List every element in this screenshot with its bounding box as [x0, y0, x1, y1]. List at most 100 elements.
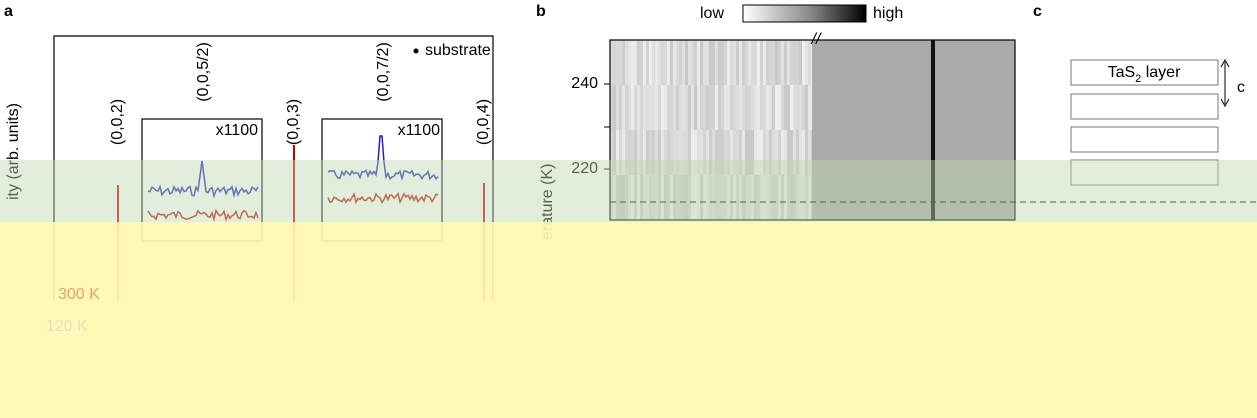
heatmap-cell: [727, 175, 730, 220]
heatmap-cell: [757, 85, 760, 130]
heatmap-cell: [619, 85, 622, 130]
heatmap-cell: [745, 130, 748, 175]
heatmap-cell: [682, 40, 685, 85]
heatmap-cell: [778, 40, 781, 85]
heatmap-cell: [643, 175, 646, 220]
heatmap-cell: [769, 85, 772, 130]
heatmap-cell: [778, 175, 781, 220]
panel-frame: [53, 35, 494, 300]
heatmap-cell: [640, 130, 643, 175]
heatmap-cell: [637, 85, 640, 130]
heatmap-cell: [637, 130, 640, 175]
heatmap-cell: [688, 130, 691, 175]
peak-label: (0,0,2): [109, 99, 126, 145]
heatmap-cell: [802, 40, 805, 85]
heatmap-cell: [724, 40, 727, 85]
heatmap-cell: [658, 40, 661, 85]
heatmap-cell: [799, 85, 802, 130]
heatmap-cell: [784, 85, 787, 130]
heatmap-cell: [664, 175, 667, 220]
heatmap-cell: [775, 175, 778, 220]
heatmap-cell: [646, 175, 649, 220]
heatmap-cell: [679, 40, 682, 85]
legend-marker: [413, 48, 419, 54]
heatmap-cell: [718, 85, 721, 130]
heatmap-cell: [700, 85, 703, 130]
heatmap-cell: [742, 130, 745, 175]
heatmap-cell: [682, 85, 685, 130]
heatmap-cell: [679, 85, 682, 130]
heatmap-cell: [679, 175, 682, 220]
heatmap-cell: [721, 130, 724, 175]
heatmap-cell: [670, 40, 673, 85]
heatmap-cell: [649, 85, 652, 130]
peak-label: (0,0,4): [475, 99, 492, 145]
heatmap-cell: [649, 40, 652, 85]
heatmap-cell: [721, 175, 724, 220]
heatmap-cell: [727, 85, 730, 130]
heatmap-cell: [670, 85, 673, 130]
heatmap-cell: [658, 85, 661, 130]
heatmap-cell: [715, 40, 718, 85]
heatmap-cell: [772, 85, 775, 130]
heatmap-cell: [793, 40, 796, 85]
heatmap-cell: [664, 85, 667, 130]
heatmap-cell: [712, 130, 715, 175]
heatmap-cell: [649, 130, 652, 175]
heatmap-cell: [805, 130, 808, 175]
heatmap-cell: [655, 40, 658, 85]
heatmap-cell: [772, 40, 775, 85]
heatmap-cell: [634, 175, 637, 220]
heatmap-cell: [736, 175, 739, 220]
heatmap-cell: [751, 130, 754, 175]
heatmap-cell: [718, 175, 721, 220]
heatmap-cell: [688, 85, 691, 130]
heatmap-cell: [748, 85, 751, 130]
heatmap-cell: [778, 85, 781, 130]
heatmap-cell: [784, 130, 787, 175]
heatmap-cell: [706, 175, 709, 220]
heatmap-cell: [763, 40, 766, 85]
heatmap-cell: [619, 175, 622, 220]
heatmap-cell: [631, 85, 634, 130]
heatmap-cell: [775, 40, 778, 85]
heatmap-cell: [763, 175, 766, 220]
heatmap-cell: [652, 130, 655, 175]
heatmap-cell: [652, 175, 655, 220]
heatmap-cell: [808, 175, 811, 220]
heatmap-cell: [802, 130, 805, 175]
heatmap-cell: [691, 85, 694, 130]
heatmap-cell: [682, 175, 685, 220]
heatmap-cell: [787, 175, 790, 220]
heatmap-cell: [625, 175, 628, 220]
heatmap-cell: [793, 175, 796, 220]
heatmap-cell: [622, 130, 625, 175]
heatmap-cell: [751, 40, 754, 85]
heatmap-cell: [709, 175, 712, 220]
heatmap-cell: [634, 85, 637, 130]
heatmap-cell: [730, 85, 733, 130]
heatmap-cell: [733, 40, 736, 85]
heatmap-cell: [760, 130, 763, 175]
heatmap-cell: [796, 85, 799, 130]
temp-label: 120 K: [46, 318, 88, 335]
heatmap-cell: [622, 85, 625, 130]
heatmap-cell: [691, 175, 694, 220]
heatmap-cell: [775, 85, 778, 130]
heatmap-cell: [787, 85, 790, 130]
heatmap-cell: [655, 85, 658, 130]
heatmap-cell: [670, 175, 673, 220]
heatmap-cell: [778, 130, 781, 175]
heatmap-cell: [712, 175, 715, 220]
heatmap-cell: [682, 130, 685, 175]
heatmap-cell: [613, 130, 616, 175]
heatmap-cell: [640, 40, 643, 85]
heatmap-cell: [772, 130, 775, 175]
heatmap-cell: [628, 130, 631, 175]
heatmap-cell: [661, 85, 664, 130]
heatmap-cell: [616, 175, 619, 220]
heatmap-cell: [766, 175, 769, 220]
heatmap-cell: [616, 130, 619, 175]
heatmap-cell: [694, 85, 697, 130]
heatmap-cell: [775, 130, 778, 175]
